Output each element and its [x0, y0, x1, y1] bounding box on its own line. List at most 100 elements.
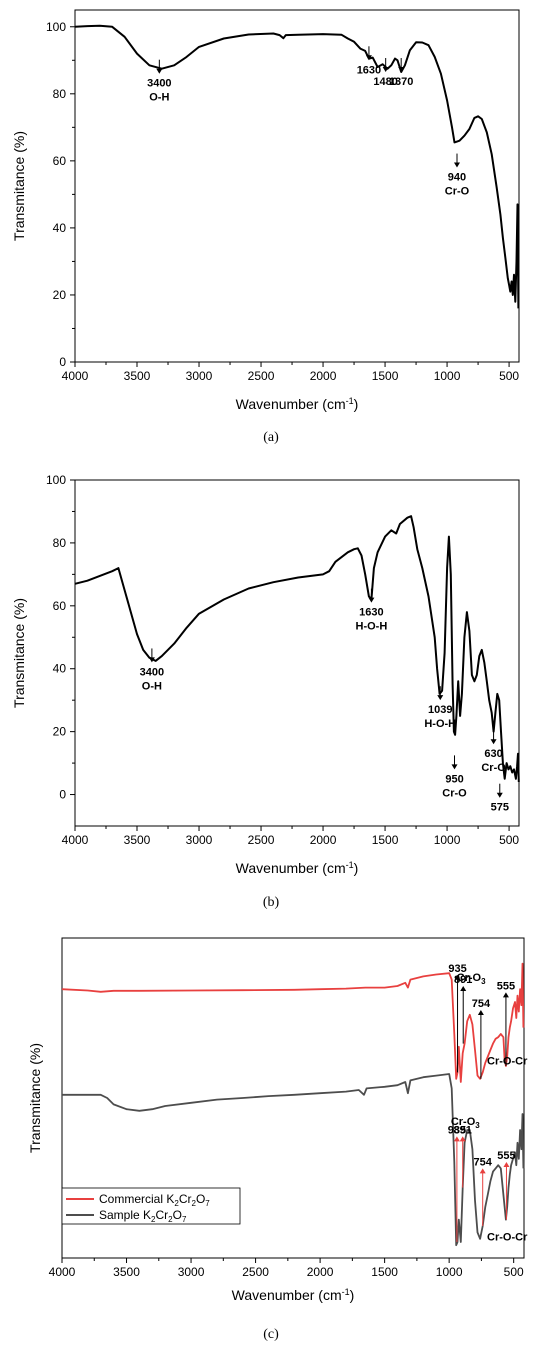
x-tick-label: 4000 [49, 1265, 76, 1279]
peak-arrowhead [398, 67, 405, 73]
y-tick-label: 20 [53, 725, 67, 739]
y-tick-label: 80 [53, 536, 67, 550]
legend-box [61, 1187, 241, 1225]
y-axis-title: Transmitance (%) [11, 598, 27, 708]
x-tick-label: 2500 [248, 833, 275, 847]
x-tick-label: 2000 [307, 1265, 334, 1279]
x-tick-label: 1500 [372, 833, 399, 847]
peak-label: 555 [497, 1150, 515, 1162]
panel-label: (c) [263, 1327, 279, 1342]
peak-label: 1480 [373, 76, 397, 88]
panel-label: (b) [263, 895, 280, 910]
peak-label: 3400 [140, 666, 164, 678]
x-tick-label: 3000 [186, 369, 213, 383]
x-tick-label: 1000 [436, 1265, 463, 1279]
peak-label: 1039 [428, 704, 452, 716]
x-tick-label: 3000 [178, 1265, 205, 1279]
x-tick-label: 1500 [371, 1265, 398, 1279]
legend-entry-1: Commercial K2Cr2O7 [99, 1192, 210, 1208]
y-tick-label: 20 [53, 288, 67, 302]
peak-arrowhead [477, 1010, 484, 1015]
peak-label: 3400 [147, 78, 171, 90]
peak-label: 630 [484, 748, 502, 760]
peak-label: Cr-O [442, 787, 467, 799]
peak-arrowhead [503, 1162, 510, 1167]
peak-arrowhead [453, 1136, 460, 1142]
peak-label: O-H [149, 92, 169, 104]
peak-arrowhead [479, 1168, 486, 1174]
x-tick-label: 3500 [124, 833, 151, 847]
peak-arrowhead [156, 68, 163, 74]
peak-arrowhead [453, 162, 460, 168]
x-tick-label: 1000 [434, 833, 461, 847]
y-tick-label: 100 [46, 20, 66, 34]
group-label-cr-o3-lower: Cr-O3 [451, 1116, 480, 1130]
plot-frame [74, 479, 520, 827]
peak-arrowhead [148, 657, 155, 663]
peak-arrowhead [382, 67, 389, 73]
peak-label: 935 [448, 963, 466, 975]
panel-label: (a) [263, 430, 279, 445]
group-label-cr-o3-upper: Cr-O3 [457, 972, 486, 986]
plot-frame [61, 937, 525, 1259]
x-tick-label: 500 [499, 833, 519, 847]
x-axis-title: Wavenumber (cm-1) [236, 396, 359, 412]
y-tick-label: 0 [59, 355, 66, 369]
peak-label: 950 [445, 773, 463, 785]
y-tick-label: 0 [59, 788, 66, 802]
peak-label: Cr-O [445, 186, 470, 198]
spectrum-line-2 [62, 1073, 525, 1247]
peak-label: 891 [454, 974, 472, 986]
x-tick-label: 2500 [242, 1265, 269, 1279]
peak-arrowhead [368, 597, 375, 603]
peak-label: H-O-H [424, 718, 456, 730]
x-tick-label: 500 [504, 1265, 524, 1279]
y-tick-label: 40 [53, 221, 67, 235]
y-tick-label: 60 [53, 599, 67, 613]
group-label-cr-o-cr-upper: Cr-O-Cr [487, 1055, 528, 1067]
x-tick-label: 3000 [186, 833, 213, 847]
y-tick-label: 80 [53, 87, 67, 101]
y-tick-label: 60 [53, 154, 67, 168]
spectrum-line-1 [74, 515, 520, 783]
ftir-chart-c: 4000 3500 3000 2500 2000 1500 1000 500 Wavenumbe… [27, 937, 528, 1342]
peak-arrowhead [459, 1136, 466, 1142]
peak-label: 891 [454, 1124, 472, 1136]
legend-entry-2: Sample K2Cr2O7 [99, 1208, 187, 1224]
peak-arrowhead [451, 764, 458, 770]
peak-arrowhead [490, 739, 497, 745]
y-axis-title: Transmitance (%) [11, 131, 27, 241]
y-axis-title: Transmitance (%) [27, 1043, 43, 1153]
peak-label: 1630 [359, 607, 383, 619]
x-tick-label: 3500 [124, 369, 151, 383]
peak-label: O-H [142, 680, 162, 692]
group-label-cr-o-cr-lower: Cr-O-Cr [487, 1231, 528, 1243]
x-tick-label: 2000 [310, 369, 337, 383]
x-tick-label: 4000 [62, 369, 89, 383]
peak-label: H-O-H [356, 621, 388, 633]
x-tick-label: 1500 [372, 369, 399, 383]
peak-arrowhead [460, 986, 467, 991]
x-tick-label: 1000 [434, 369, 461, 383]
peak-label: 754 [472, 998, 491, 1010]
x-tick-label: 2500 [248, 369, 275, 383]
plot-frame [74, 9, 520, 363]
peak-arrowhead [496, 792, 503, 798]
x-axis-title: Wavenumber (cm-1) [236, 860, 359, 876]
peak-label: 575 [491, 802, 509, 814]
y-tick-label: 40 [53, 662, 67, 676]
peak-label: 940 [448, 172, 466, 184]
peak-label: 555 [497, 980, 515, 992]
x-tick-label: 500 [499, 369, 519, 383]
ftir-chart-b: 4000 3500 3000 2500 2000 1500 1000 500 0 20 40 60 80… [11, 473, 520, 910]
y-tick-label: 100 [46, 473, 66, 487]
peak-label: 1630 [357, 64, 381, 76]
x-axis-title: Wavenumber (cm-1) [232, 1287, 355, 1303]
peak-label: 935 [448, 1124, 466, 1136]
spectrum-line-1 [61, 962, 525, 1083]
x-tick-label: 4000 [62, 833, 89, 847]
peak-label: Cr-O [481, 762, 506, 774]
x-tick-label: 2000 [310, 833, 337, 847]
peak-arrowhead [365, 55, 372, 61]
